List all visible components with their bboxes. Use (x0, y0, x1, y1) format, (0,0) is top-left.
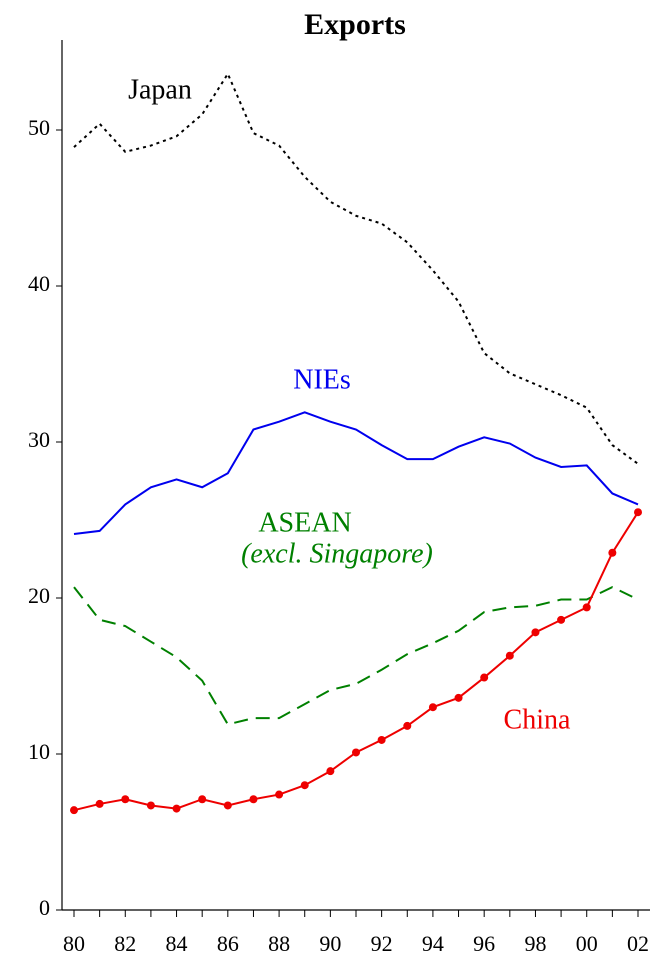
y-tick-label: 30 (28, 427, 50, 452)
series-marker (608, 548, 617, 557)
series-label: Japan (128, 74, 192, 105)
series-marker (403, 721, 412, 730)
series-marker (557, 615, 566, 624)
chart-title: Exports (304, 8, 406, 41)
series-marker (505, 651, 514, 660)
series-line (73, 585, 639, 726)
x-tick-label: 00 (576, 931, 598, 956)
series-marker (70, 806, 78, 815)
series-marker (531, 628, 540, 637)
x-tick-label: 96 (473, 931, 495, 956)
series-marker (582, 603, 591, 612)
series-label: ASEAN (258, 507, 351, 538)
x-tick-label: 84 (166, 931, 188, 956)
x-tick-label: 80 (63, 931, 85, 956)
series-marker (454, 693, 463, 702)
x-tick-label: 94 (422, 931, 444, 956)
y-tick-label: 50 (28, 115, 50, 140)
series-marker (480, 673, 489, 682)
y-tick-label: 20 (28, 583, 50, 608)
series-line (73, 71, 639, 465)
series-marker (146, 801, 155, 810)
series-marker (377, 735, 386, 744)
x-tick-label: 98 (524, 931, 546, 956)
series-marker (275, 790, 284, 799)
series-marker (198, 795, 207, 804)
series-marker (326, 767, 335, 776)
x-tick-label: 90 (319, 931, 341, 956)
x-tick-label: 82 (114, 931, 136, 956)
series-marker (172, 804, 181, 813)
x-tick-label: 86 (217, 931, 239, 956)
x-tick-label: 02 (627, 931, 649, 956)
x-tick-label: 88 (268, 931, 290, 956)
series-marker (352, 748, 360, 757)
series-marker (95, 799, 104, 808)
series-label: China (504, 704, 571, 735)
series-marker (121, 795, 130, 804)
y-tick-label: 10 (28, 739, 50, 764)
series-marker (428, 703, 437, 712)
series-label: NIEs (293, 364, 351, 395)
series-marker (249, 795, 258, 804)
series-line (73, 411, 639, 536)
annotation: (excl. Singapore) (241, 538, 433, 569)
series-marker (634, 508, 642, 517)
y-tick-label: 40 (28, 271, 50, 296)
series-marker (223, 801, 232, 810)
y-tick-label: 0 (39, 895, 50, 920)
series-marker (300, 781, 309, 790)
x-tick-label: 92 (371, 931, 393, 956)
